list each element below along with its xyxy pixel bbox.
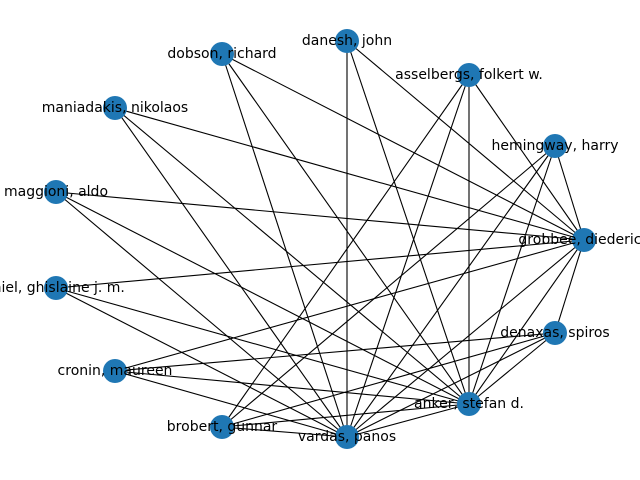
edge-maggioni-grobbee [55, 191, 585, 241]
edge-asselbergs-brobert [221, 74, 470, 428]
node-brobert[interactable] [210, 415, 234, 439]
node-maniadakis[interactable] [103, 96, 127, 120]
edge-hemingway-anker [468, 145, 556, 405]
edge-dobson-grobbee [221, 53, 585, 241]
edge-denaxas-anker [468, 332, 556, 405]
edge-anker-brobert [221, 403, 470, 428]
node-dobson[interactable] [210, 42, 234, 66]
node-hemingway[interactable] [543, 134, 567, 158]
node-danesh[interactable] [335, 29, 359, 53]
edge-hemingway-brobert [221, 145, 556, 428]
edge-denaxas-vardas [346, 332, 556, 438]
node-label-grobbee: grobbee, diederick [518, 232, 640, 248]
edge-asselbergs-grobbee [468, 74, 585, 241]
node-label-maggioni: maggioni, aldo [4, 184, 108, 200]
edge-denaxas-cronin [114, 332, 556, 372]
edge-grobbee-cronin [114, 239, 585, 372]
edges-layer [55, 40, 585, 438]
edge-dobson-vardas [221, 53, 348, 438]
edge-grobbee-vardas [346, 239, 585, 438]
labels-layer: danesh, john dobson, richard asselbergs, f… [0, 33, 640, 445]
edge-thiel-vardas [55, 287, 348, 438]
node-label-hemingway: hemingway, harry [492, 138, 619, 154]
nodes-layer [44, 29, 596, 449]
edge-maniadakis-grobbee [114, 107, 585, 241]
node-cronin[interactable] [103, 359, 127, 383]
edge-hemingway-vardas [346, 145, 556, 438]
edge-maggioni-anker [55, 191, 470, 405]
node-label-maniadakis: maniadakis, nikolaos [42, 100, 188, 116]
node-label-dobson: dobson, richard [167, 46, 276, 62]
node-label-asselbergs: asselbergs, folkert w. [395, 67, 543, 83]
edge-maniadakis-anker [114, 107, 470, 405]
node-thiel[interactable] [44, 276, 68, 300]
edge-grobbee-anker [468, 239, 585, 405]
edge-cronin-anker [114, 370, 470, 405]
node-grobbee[interactable] [572, 228, 596, 252]
node-label-anker: anker, stefan d. [414, 396, 524, 412]
edge-cronin-vardas [114, 370, 348, 438]
edge-grobbee-denaxas [554, 239, 585, 334]
node-label-danesh: danesh, john [302, 33, 392, 49]
node-label-cronin: cronin, maureen [58, 363, 173, 379]
edge-thiel-anker [55, 287, 470, 405]
edge-danesh-grobbee [346, 40, 585, 241]
edge-danesh-anker [346, 40, 470, 405]
edge-denaxas-brobert [221, 332, 556, 428]
edge-anker-vardas [346, 403, 470, 438]
edge-brobert-vardas [221, 426, 348, 438]
node-label-vardas: vardas, panos [298, 429, 396, 445]
node-label-brobert: brobert, gunnar [167, 419, 278, 435]
node-maggioni[interactable] [44, 180, 68, 204]
edge-hemingway-grobbee [554, 145, 585, 241]
edge-maggioni-vardas [55, 191, 348, 438]
node-label-thiel: thiel, ghislaine j. m. [0, 280, 125, 296]
node-label-denaxas: denaxas, spiros [500, 325, 609, 341]
node-denaxas[interactable] [543, 321, 567, 345]
edge-dobson-anker [221, 53, 470, 405]
edge-thiel-grobbee [55, 239, 585, 289]
node-anker[interactable] [457, 392, 481, 416]
node-asselbergs[interactable] [457, 63, 481, 87]
node-vardas[interactable] [335, 425, 359, 449]
